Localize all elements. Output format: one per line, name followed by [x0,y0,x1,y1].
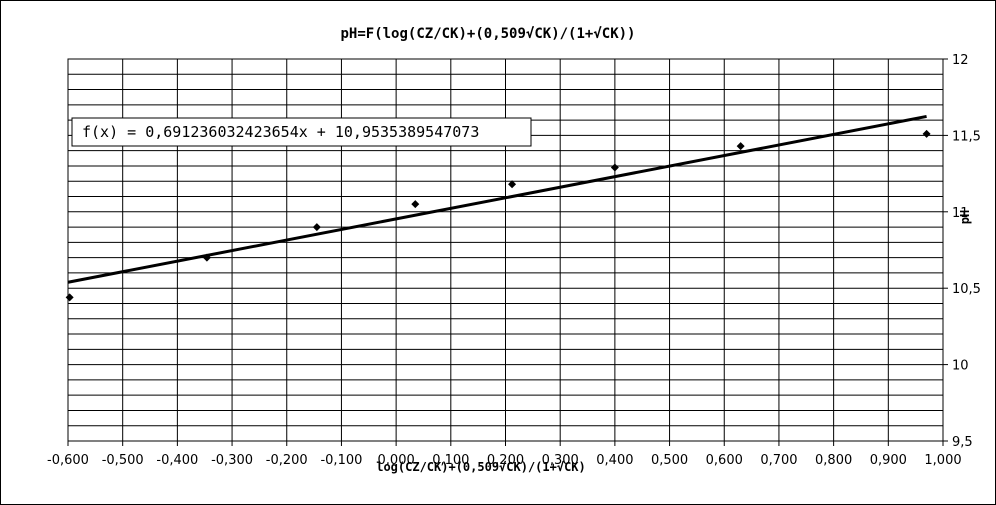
x-tick-label: -0,100 [320,453,362,468]
data-point [312,223,321,232]
x-tick-label: -0,400 [156,453,198,468]
x-tick-label: 0,100 [432,453,469,468]
data-point [508,180,517,189]
y-tick-label: 11 [952,206,969,221]
x-tick-label: 0,600 [706,453,743,468]
x-tick-label: 0,800 [815,453,852,468]
x-tick-label: -0,200 [266,453,308,468]
data-point [922,129,931,138]
x-tick-label: 0,700 [760,453,797,468]
trendline [67,114,927,284]
data-point [610,163,619,172]
x-tick-labels: -0,600 -0,500 -0,400 -0,300 -0,200 -0,100 0,00… [47,441,962,468]
y-tick-label: 12 [952,53,969,68]
equation-box-frame [71,117,532,147]
x-tick-label: 1,000 [924,453,961,468]
x-tick-label: -0,300 [211,453,253,468]
y-tick-label: 10,5 [952,282,981,297]
data-point [65,293,74,302]
x-tick-label: 0,200 [487,453,524,468]
x-axis-label: log(CZ/CK)+(0,509√CK)/(1+√CK) [376,460,586,474]
x-tick-label: 0,900 [870,453,907,468]
y-axis-label: pH [958,210,972,224]
data-point [736,142,745,151]
x-tick-label: 0,500 [651,453,688,468]
x-tick-label: 0,000 [378,453,415,468]
y-tick-label: 9,5 [952,435,973,450]
x-tick-label: -0,500 [102,453,144,468]
x-tick-label: 0,300 [542,453,579,468]
y-tick-label: 10 [952,359,969,374]
grid-lines [67,58,944,442]
x-tick-label: 0,400 [596,453,633,468]
trendline-group [67,114,927,284]
chart-title: pH=F(log(CZ/CK)+(0,509√CK)/(1+√CK)) [340,26,635,42]
x-tick-label: -0,600 [47,453,89,468]
data-point [202,253,211,262]
data-points [65,129,931,302]
y-tick-label: 11,5 [952,129,981,144]
data-point [411,200,420,209]
y-tick-labels: 9,5 10 10,5 11 11,5 12 [943,53,981,450]
equation-box: f(x) = 0,691236032423654x + 10,953538954… [71,117,532,147]
trendline-equation: f(x) = 0,691236032423654x + 10,953538954… [82,123,479,141]
